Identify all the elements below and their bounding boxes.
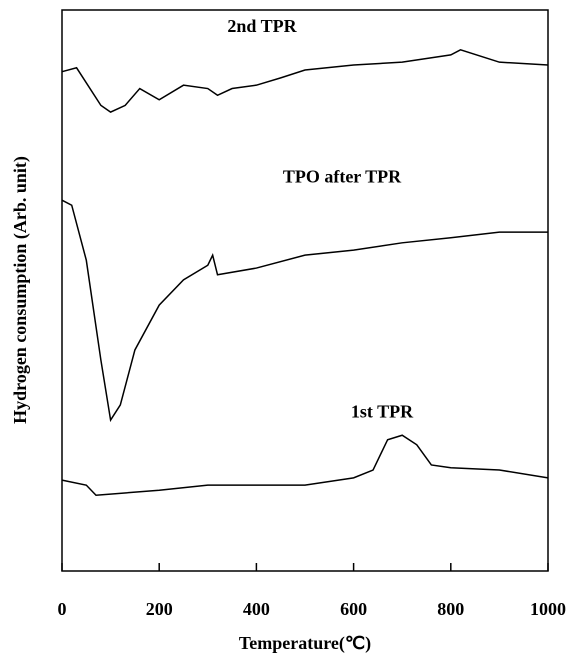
x-tick-label: 1000 <box>530 599 566 619</box>
plot-frame <box>61 9 549 572</box>
x-tick-label: 400 <box>243 599 270 619</box>
series-label: TPO after TPR <box>283 166 402 186</box>
line-series <box>61 199 548 423</box>
series-label: 2nd TPR <box>227 16 297 36</box>
series-label: 1st TPR <box>351 401 414 421</box>
y-axis-title: Hydrogen consumption (Arb. unit) <box>10 156 31 424</box>
x-tick-label: 200 <box>146 599 173 619</box>
line-series <box>61 434 549 497</box>
x-tick-label: 0 <box>58 599 67 619</box>
x-tick-label: 800 <box>437 599 464 619</box>
x-tick-label: 600 <box>340 599 367 619</box>
line-series <box>61 49 549 113</box>
x-axis-title: Temperature(℃) <box>239 633 371 654</box>
